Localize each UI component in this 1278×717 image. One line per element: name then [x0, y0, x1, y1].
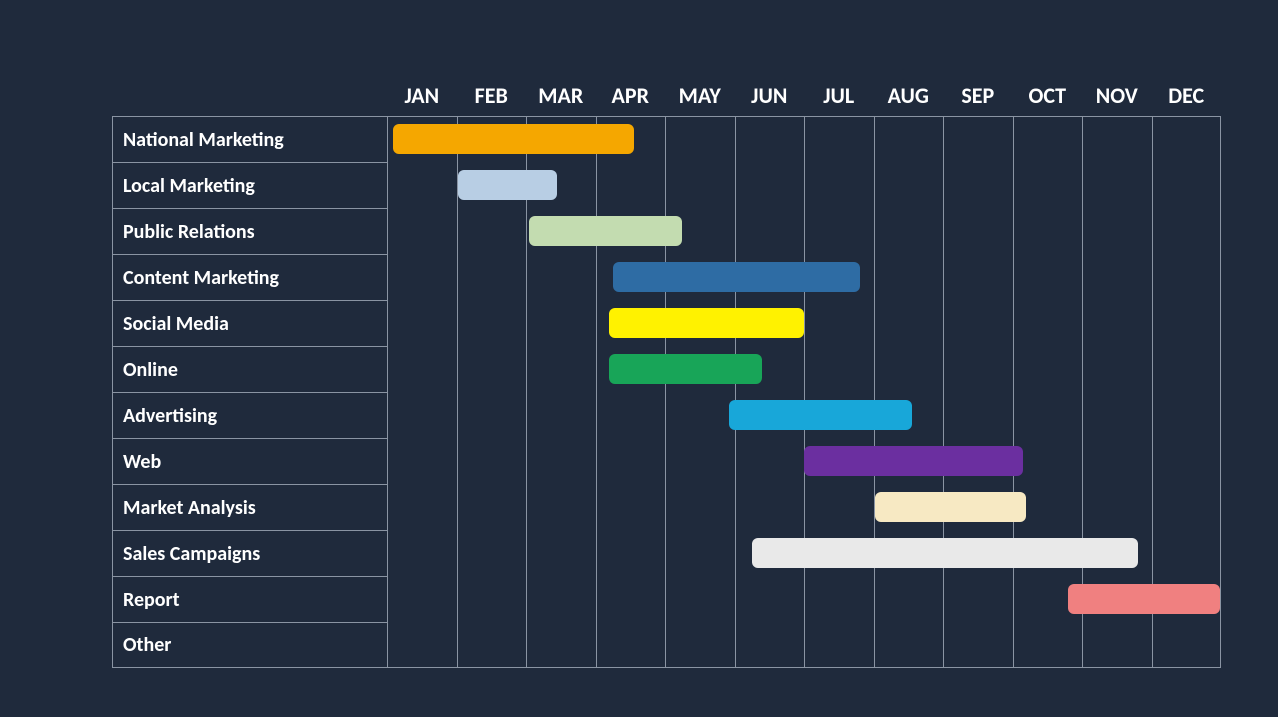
gantt-bar [875, 492, 1027, 522]
month-label: MAY [665, 82, 735, 112]
month-label: NOV [1082, 82, 1152, 112]
row-label: Online [112, 346, 387, 392]
gantt-bar [613, 262, 860, 292]
month-label: JAN [387, 82, 457, 112]
gantt-bar [529, 216, 682, 246]
row-label: National Marketing [112, 116, 387, 162]
month-header: JANFEBMARAPRMAYJUNJULAUGSEPOCTNOVDEC [387, 82, 1221, 112]
gantt-bar [393, 124, 634, 154]
month-label: APR [596, 82, 666, 112]
month-label: MAR [526, 82, 596, 112]
gantt-bar [609, 354, 762, 384]
gantt-bar [1068, 584, 1220, 614]
row-labels: National MarketingLocal MarketingPublic … [112, 116, 387, 668]
gantt-bar [804, 446, 1023, 476]
month-label: SEP [943, 82, 1013, 112]
month-label: JUN [735, 82, 805, 112]
gantt-bar [609, 308, 804, 338]
row-label: Content Marketing [112, 254, 387, 300]
row-label: Market Analysis [112, 484, 387, 530]
month-label: AUG [874, 82, 944, 112]
row-label: Public Relations [112, 208, 387, 254]
row-label: Report [112, 576, 387, 622]
row-label: Social Media [112, 300, 387, 346]
row-label: Advertising [112, 392, 387, 438]
month-label: DEC [1152, 82, 1222, 112]
row-label: Other [112, 622, 387, 668]
row-label: Sales Campaigns [112, 530, 387, 576]
row-label: Local Marketing [112, 162, 387, 208]
gantt-bar [729, 400, 912, 430]
month-label: FEB [457, 82, 527, 112]
gantt-bar [458, 170, 557, 200]
gantt-bar [752, 538, 1138, 568]
month-label: OCT [1013, 82, 1083, 112]
row-label: Web [112, 438, 387, 484]
month-label: JUL [804, 82, 874, 112]
